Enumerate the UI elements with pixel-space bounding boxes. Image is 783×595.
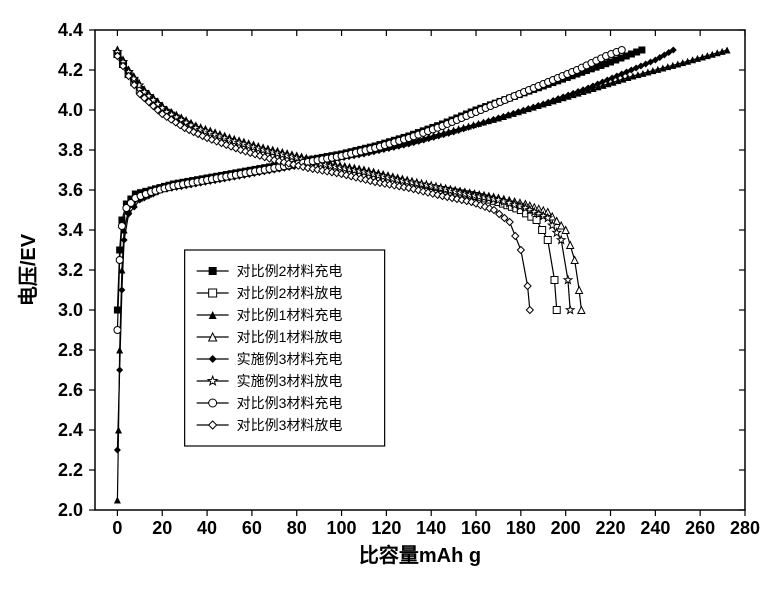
x-tick-label: 220	[595, 518, 625, 538]
y-tick-label: 2.2	[58, 460, 83, 480]
y-tick-label: 3.8	[58, 140, 83, 160]
y-axis-label: 电压/EV	[17, 233, 40, 306]
legend: 对比例2材料充电对比例2材料放电对比例1材料充电对比例1材料放电实施例3材料充电…	[185, 250, 385, 446]
x-tick-label: 20	[152, 518, 172, 538]
legend-label: 实施例3材料放电	[237, 373, 343, 389]
y-tick-label: 3.0	[58, 300, 83, 320]
chart-container: 0 20 40 60 80 100 120 140 160 180 200 220 240 260 280 2…	[0, 0, 783, 595]
legend-label: 对比例3材料充电	[237, 395, 343, 411]
legend-label: 对比例1材料放电	[237, 329, 343, 345]
y-tick-label: 3.2	[58, 260, 83, 280]
y-tick-label: 3.4	[58, 220, 83, 240]
legend-label: 对比例2材料充电	[237, 263, 343, 279]
y-tick-label: 2.4	[58, 420, 83, 440]
voltage-capacity-chart: 0 20 40 60 80 100 120 140 160 180 200 220 240 260 280 2…	[0, 0, 783, 595]
x-tick-label: 180	[506, 518, 536, 538]
legend-label: 对比例1材料充电	[237, 307, 343, 323]
y-tick-label: 2.0	[58, 500, 83, 520]
y-tick-label: 2.6	[58, 380, 83, 400]
x-axis-label: 比容量mAh g	[359, 543, 481, 567]
x-tick-label: 120	[371, 518, 401, 538]
x-tick-label: 280	[730, 518, 760, 538]
x-tick-label: 260	[685, 518, 715, 538]
x-tick-label: 100	[327, 518, 357, 538]
x-tick-label: 0	[112, 518, 122, 538]
y-tick-label: 4.4	[58, 20, 83, 40]
x-tick-label: 200	[551, 518, 581, 538]
legend-label: 实施例3材料充电	[237, 351, 343, 367]
x-tick-label: 240	[640, 518, 670, 538]
x-tick-label: 140	[416, 518, 446, 538]
y-tick-label: 4.2	[58, 60, 83, 80]
y-tick-label: 2.8	[58, 340, 83, 360]
x-tick-label: 160	[461, 518, 491, 538]
x-tick-label: 80	[287, 518, 307, 538]
legend-label: 对比例2材料放电	[237, 285, 343, 301]
x-tick-label: 60	[242, 518, 262, 538]
y-tick-label: 3.6	[58, 180, 83, 200]
x-tick-label: 40	[197, 518, 217, 538]
legend-label: 对比例3材料放电	[237, 417, 343, 433]
y-tick-label: 4.0	[58, 100, 83, 120]
